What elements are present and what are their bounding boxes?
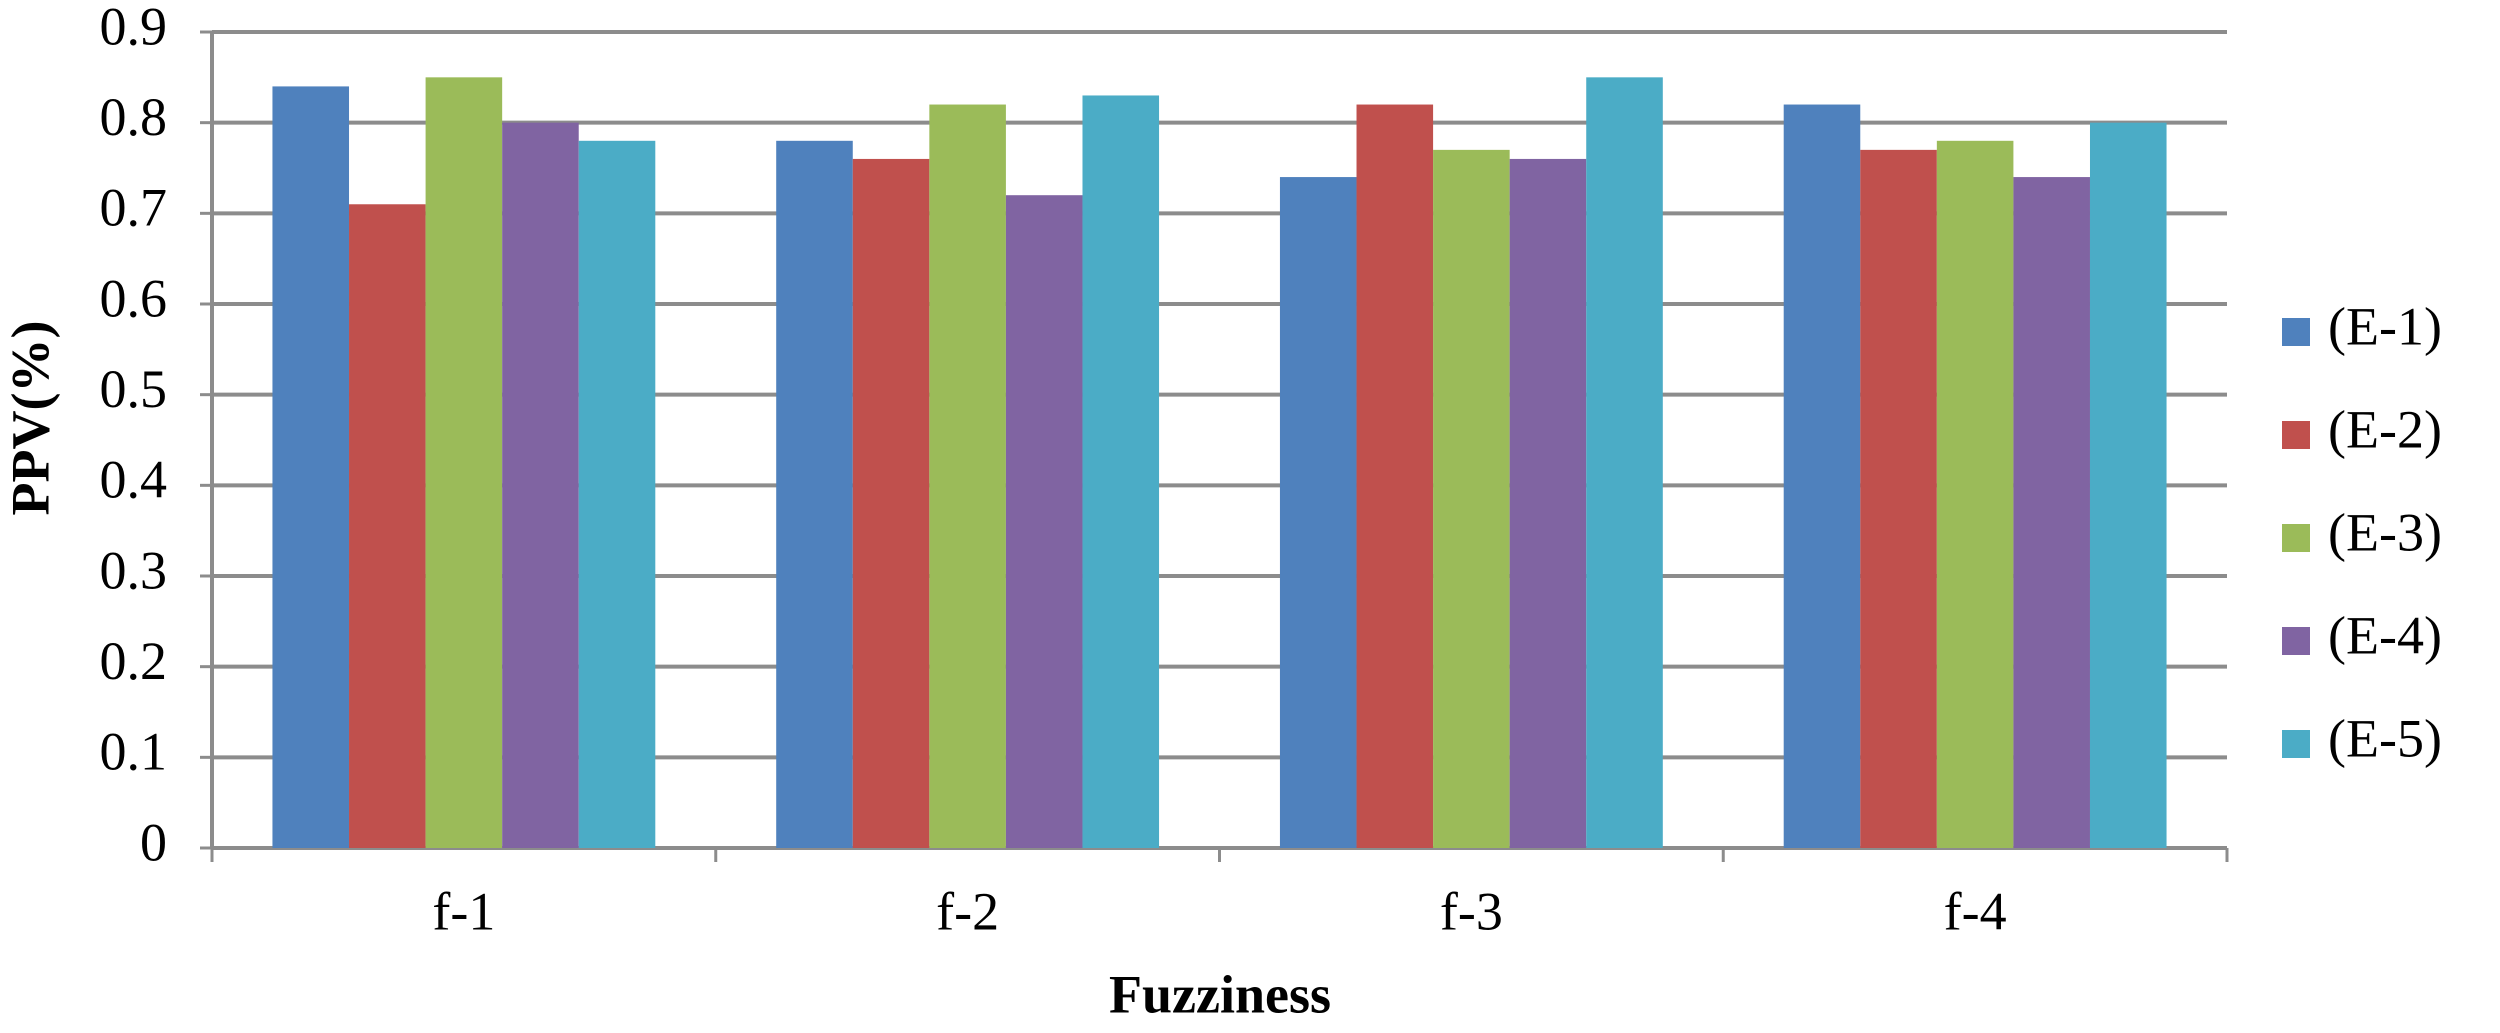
bar [1586, 77, 1663, 849]
bar [1433, 149, 1510, 848]
legend-label: (E-5) [2328, 708, 2442, 768]
y-tick-label: 0.1 [100, 722, 168, 782]
x-tick-label: f-3 [1440, 881, 1503, 941]
bar [929, 104, 1006, 849]
bar [578, 140, 656, 849]
legend-swatch [2282, 524, 2310, 552]
y-tick-label: 0.6 [100, 268, 168, 328]
x-tick-label: f-1 [432, 881, 495, 941]
bar [1509, 158, 1587, 848]
legend-swatch [2282, 627, 2310, 655]
y-tick-label: 0.3 [100, 540, 168, 600]
y-tick-label: 0 [140, 812, 167, 872]
bar [1279, 177, 1357, 849]
bar [1860, 149, 1937, 848]
bar [852, 158, 930, 848]
bar [1936, 140, 2014, 849]
bar [425, 77, 503, 849]
legend-label: (E-1) [2328, 296, 2442, 356]
legend-swatch [2282, 318, 2310, 346]
y-tick-label: 0.4 [100, 450, 168, 510]
bar [272, 86, 350, 848]
bar [1356, 104, 1434, 849]
y-tick-label: 0.7 [100, 178, 168, 238]
x-axis-title: Fuzziness [1109, 964, 1331, 1024]
legend-label: (E-2) [2328, 399, 2442, 459]
bar [1005, 195, 1083, 848]
y-tick-label: 0.9 [100, 0, 168, 56]
bar [776, 140, 853, 849]
bar [2089, 122, 2167, 848]
x-tick-label: f-4 [1944, 881, 2007, 941]
y-tick-label: 0.8 [100, 87, 168, 147]
legend-label: (E-3) [2328, 502, 2442, 562]
bar [2013, 177, 2090, 849]
legend-swatch [2282, 421, 2310, 449]
y-tick-label: 0.2 [100, 631, 168, 691]
x-tick-label: f-2 [936, 881, 999, 941]
legend-swatch [2282, 730, 2310, 758]
legend-label: (E-4) [2328, 605, 2442, 665]
bar [1082, 95, 1160, 848]
y-axis-title: PPV(%) [0, 321, 60, 516]
bar [349, 204, 426, 848]
bar [502, 122, 579, 848]
y-tick-label: 0.5 [100, 359, 168, 419]
bar [1783, 104, 1861, 849]
